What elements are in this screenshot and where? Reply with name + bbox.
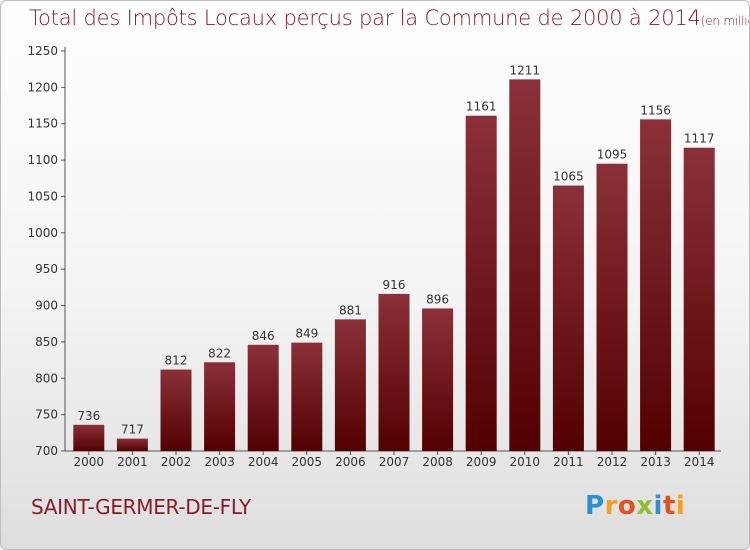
y-tick-label: 1000	[27, 226, 58, 240]
x-tick-label: 2013	[640, 455, 671, 469]
bar-value-label: 849	[295, 327, 318, 341]
brand-letter: i	[653, 491, 663, 521]
bar-2010	[509, 79, 541, 451]
bar-2012	[596, 163, 628, 451]
chart-title: Total des Impôts Locaux perçus par la Co…	[29, 6, 749, 30]
bar-value-label: 822	[208, 346, 231, 360]
y-tick-label: 700	[35, 444, 58, 458]
bar-2002	[160, 369, 192, 451]
bar-2008	[422, 308, 454, 451]
bar-value-label: 846	[252, 329, 275, 343]
bar-2009	[465, 115, 497, 452]
bar-value-label: 812	[165, 354, 188, 368]
y-tick-label: 1100	[27, 153, 58, 167]
bar-2005	[291, 342, 323, 451]
commune-name: SAINT-GERMER-DE-FLY	[31, 495, 251, 519]
brand-letter: t	[662, 491, 676, 521]
x-tick-label: 2004	[248, 455, 279, 469]
chart-title-text: Total des Impôts Locaux perçus par la Co…	[29, 6, 701, 30]
bar-value-label: 1065	[553, 170, 584, 184]
bar-2014	[683, 147, 715, 451]
x-tick-label: 2000	[74, 455, 105, 469]
bar-2000	[73, 424, 105, 451]
bar-value-label: 916	[383, 278, 406, 292]
y-tick-label: 800	[35, 371, 58, 385]
bar-2013	[640, 119, 672, 451]
x-tick-label: 2007	[379, 455, 410, 469]
y-tick-label: 1150	[27, 117, 58, 131]
brand-letter: P	[585, 491, 605, 521]
y-tick-label: 850	[35, 335, 58, 349]
x-tick-label: 2005	[292, 455, 323, 469]
bar-value-label: 881	[339, 303, 362, 317]
brand-letter: x	[636, 491, 654, 521]
y-tick-label: 950	[35, 262, 58, 276]
chart-unit: (en milliers d'€)	[700, 14, 749, 28]
x-tick-label: 2011	[553, 455, 584, 469]
y-tick-label: 1050	[27, 189, 58, 203]
bar-value-label: 1095	[597, 148, 628, 162]
x-tick-label: 2002	[161, 455, 192, 469]
bar-value-label: 736	[77, 409, 100, 423]
bar-value-label: 896	[426, 292, 449, 306]
bar-2004	[247, 344, 279, 451]
bar-2003	[204, 362, 236, 451]
bar-2011	[552, 185, 584, 451]
y-tick-label: 1250	[27, 44, 58, 58]
bar-value-label: 1161	[466, 100, 497, 114]
y-tick-label: 900	[35, 299, 58, 313]
brand-letter: i	[675, 491, 686, 521]
bar-chart: 700 750 800 850 900 950 1000 1050 1100 1150 1200 12…	[27, 44, 721, 469]
x-tick-label: 2008	[422, 455, 453, 469]
y-tick-label: 1200	[27, 80, 58, 94]
x-tick-label: 2012	[597, 455, 628, 469]
brand-letter: r	[604, 491, 618, 521]
brand-letter: o	[617, 491, 637, 521]
axes: 700 750 800 850 900 950 1000 1050 1100 1150 1200 12…	[27, 44, 721, 469]
bars: 736 717 812 822 846 849 881 916 896 1161 1211 1065 1…	[73, 63, 715, 452]
bar-value-label: 1211	[510, 63, 541, 77]
bar-value-label: 1156	[640, 103, 671, 117]
proxiti-logo: Proxiti	[585, 491, 685, 521]
x-tick-label: 2001	[117, 455, 148, 469]
x-tick-label: 2014	[684, 455, 715, 469]
bar-value-label: 1117	[684, 132, 715, 146]
x-tick-label: 2009	[466, 455, 497, 469]
x-tick-label: 2010	[510, 455, 541, 469]
bar-2006	[334, 319, 366, 451]
y-tick-label: 750	[35, 408, 58, 422]
bar-2001	[116, 438, 148, 451]
bar-2007	[378, 293, 410, 451]
x-tick-label: 2003	[204, 455, 235, 469]
bar-value-label: 717	[121, 423, 144, 437]
x-tick-label: 2006	[335, 455, 366, 469]
